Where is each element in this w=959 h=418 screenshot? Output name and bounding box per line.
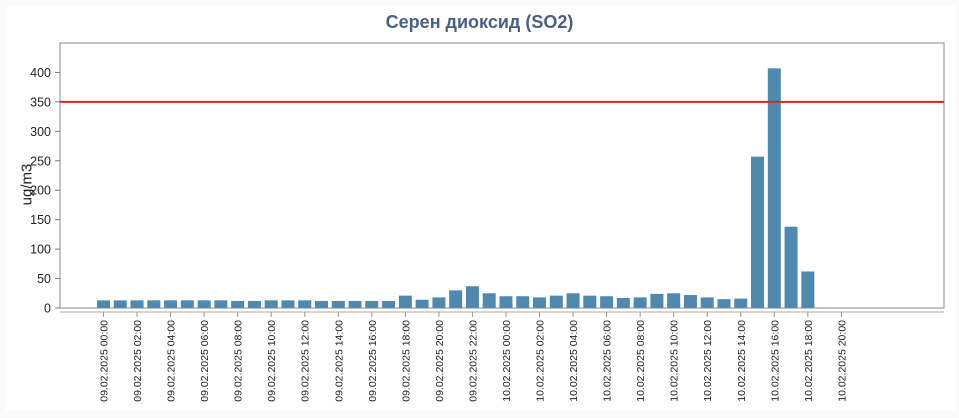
bar <box>767 68 781 308</box>
x-tick-label: 10.02.2025 00:00 <box>501 320 513 402</box>
bar <box>113 300 127 308</box>
bar <box>650 293 664 308</box>
bar <box>97 300 110 308</box>
plot-area <box>59 42 945 309</box>
x-tick-label: 09.02.2025 22:00 <box>467 320 479 402</box>
x-tick-label: 10.02.2025 04:00 <box>568 320 580 402</box>
y-tick-label: 200 <box>30 184 51 198</box>
bar <box>667 293 681 308</box>
bar <box>130 300 144 308</box>
y-tick-label: 150 <box>30 213 51 227</box>
x-tick-label: 10.02.2025 02:00 <box>535 320 547 402</box>
bar <box>700 297 714 308</box>
bar <box>164 300 178 308</box>
y-tick-label: 300 <box>30 125 51 139</box>
bar <box>801 271 815 308</box>
x-tick-label: 10.02.2025 10:00 <box>669 320 681 402</box>
x-tick-label: 09.02.2025 14:00 <box>333 320 345 402</box>
bar <box>197 300 211 308</box>
x-tick-label: 09.02.2025 00:00 <box>99 320 111 402</box>
x-tick-label: 09.02.2025 08:00 <box>233 320 245 402</box>
bar <box>231 300 245 308</box>
bar <box>465 286 479 308</box>
x-tick-label: 09.02.2025 16:00 <box>367 320 379 402</box>
bar <box>180 300 194 308</box>
bar <box>633 297 647 308</box>
bar <box>583 295 597 308</box>
bar <box>382 300 396 308</box>
bar <box>247 300 261 308</box>
y-tick-label: 0 <box>44 302 51 316</box>
x-tick-label: 09.02.2025 06:00 <box>199 320 211 402</box>
bar <box>432 297 446 308</box>
x-tick-label: 10.02.2025 06:00 <box>602 320 614 402</box>
bar <box>264 300 278 308</box>
x-tick-label: 10.02.2025 08:00 <box>635 320 647 402</box>
bar <box>214 300 228 308</box>
bar <box>549 295 563 308</box>
bar <box>616 297 630 308</box>
x-tick-label: 09.02.2025 18:00 <box>400 320 412 402</box>
bar <box>315 300 329 308</box>
bar <box>348 300 362 308</box>
bar <box>281 300 295 308</box>
chart-title: Серен диоксид (SO2) <box>385 12 574 32</box>
bar <box>516 296 530 308</box>
bar <box>600 296 614 308</box>
bar <box>734 298 748 308</box>
x-tick-label: 10.02.2025 12:00 <box>702 320 714 402</box>
bar <box>331 300 345 308</box>
y-tick-label: 350 <box>30 95 51 109</box>
y-tick-label: 250 <box>30 154 51 168</box>
x-tick-label: 10.02.2025 20:00 <box>836 320 848 402</box>
bar <box>533 297 547 308</box>
y-tick-label: 400 <box>30 66 51 80</box>
bar <box>499 296 513 308</box>
x-tick-label: 09.02.2025 20:00 <box>434 320 446 402</box>
bar <box>449 290 463 308</box>
y-tick-label: 100 <box>30 243 51 257</box>
bar <box>482 293 496 308</box>
x-tick-label: 09.02.2025 10:00 <box>266 320 278 402</box>
x-tick-label: 10.02.2025 16:00 <box>769 320 781 402</box>
x-tick-label: 09.02.2025 04:00 <box>166 320 178 402</box>
bar <box>398 295 412 308</box>
y-tick-label: 50 <box>37 272 51 286</box>
bar <box>147 300 161 308</box>
bar <box>415 299 429 308</box>
bar <box>298 300 312 308</box>
bar <box>566 293 580 308</box>
x-tick-label: 09.02.2025 12:00 <box>300 320 312 402</box>
x-tick-label: 10.02.2025 18:00 <box>803 320 815 402</box>
bar <box>784 226 798 308</box>
bar <box>751 156 765 308</box>
bar <box>365 300 379 308</box>
x-tick-label: 10.02.2025 14:00 <box>736 320 748 402</box>
bar <box>683 295 697 308</box>
x-tick-label: 09.02.2025 02:00 <box>132 320 144 402</box>
bar <box>717 299 731 308</box>
